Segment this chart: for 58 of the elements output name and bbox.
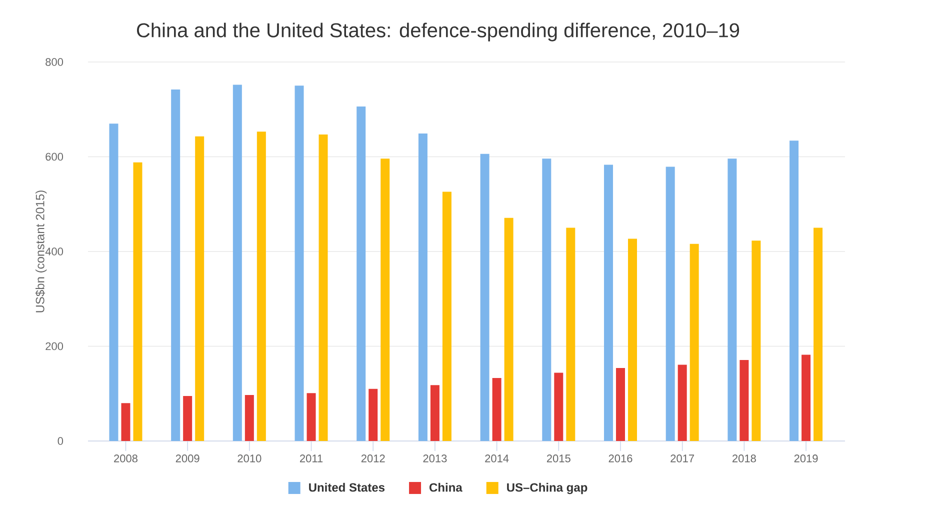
- bar: [542, 158, 552, 441]
- bar: [752, 240, 761, 441]
- bar: [183, 396, 192, 441]
- bar: [814, 228, 823, 441]
- x-tick-label: 2018: [732, 454, 756, 462]
- bar: [492, 378, 502, 441]
- bar: [566, 228, 576, 441]
- bar: [380, 158, 390, 441]
- x-tick-label: 2014: [485, 454, 509, 462]
- bar: [133, 162, 142, 441]
- bar: [121, 403, 130, 441]
- y-tick-label: 600: [46, 152, 64, 161]
- bar: [628, 238, 637, 441]
- legend-label: US–China gap: [507, 482, 588, 494]
- bar: [195, 136, 204, 441]
- bar: [690, 244, 699, 441]
- x-tick-label: 2016: [608, 454, 632, 462]
- x-tick-label: 2015: [546, 454, 570, 462]
- bar: [256, 132, 266, 441]
- bar: [604, 164, 613, 441]
- x-tick-label: 2011: [300, 454, 323, 462]
- bar: [109, 124, 118, 441]
- bar: [790, 140, 799, 441]
- bar: [554, 372, 564, 441]
- bar: [318, 134, 328, 441]
- bar: [740, 360, 749, 441]
- x-tick-label: 2012: [361, 454, 385, 462]
- bar: [418, 134, 428, 441]
- bar: [616, 368, 625, 441]
- bar: [306, 393, 316, 441]
- x-tick-label: 2017: [670, 454, 694, 462]
- bar: [442, 192, 452, 441]
- bar: [504, 218, 514, 441]
- y-axis-title: US$bn (constant 2015): [35, 190, 47, 312]
- chart-title: China and the United States: defence-spending difference, 2010–19: [136, 22, 740, 42]
- y-tick-label: 800: [46, 58, 64, 66]
- x-tick-label: 2010: [238, 454, 262, 462]
- y-tick-label: 0: [58, 437, 64, 445]
- x-tick-label: 2019: [794, 454, 818, 462]
- bar: [368, 388, 378, 441]
- bar: [294, 86, 304, 441]
- bar: [356, 106, 366, 441]
- bar: [480, 154, 490, 441]
- y-tick-label: 400: [45, 248, 64, 256]
- x-tick-label: 2013: [423, 454, 447, 462]
- bar: [430, 385, 440, 441]
- bar: [802, 354, 811, 441]
- bar: [171, 89, 180, 441]
- bar: [728, 158, 737, 441]
- bar: [232, 84, 242, 441]
- legend-label: United States: [309, 482, 385, 492]
- y-tick-label: 200: [46, 342, 64, 350]
- bar: [678, 364, 687, 441]
- bar: [666, 166, 675, 441]
- legend-label: China: [430, 482, 462, 492]
- x-tick-label: 2008: [114, 454, 138, 462]
- bar: [244, 395, 254, 441]
- x-tick-label: 2009: [176, 454, 200, 462]
